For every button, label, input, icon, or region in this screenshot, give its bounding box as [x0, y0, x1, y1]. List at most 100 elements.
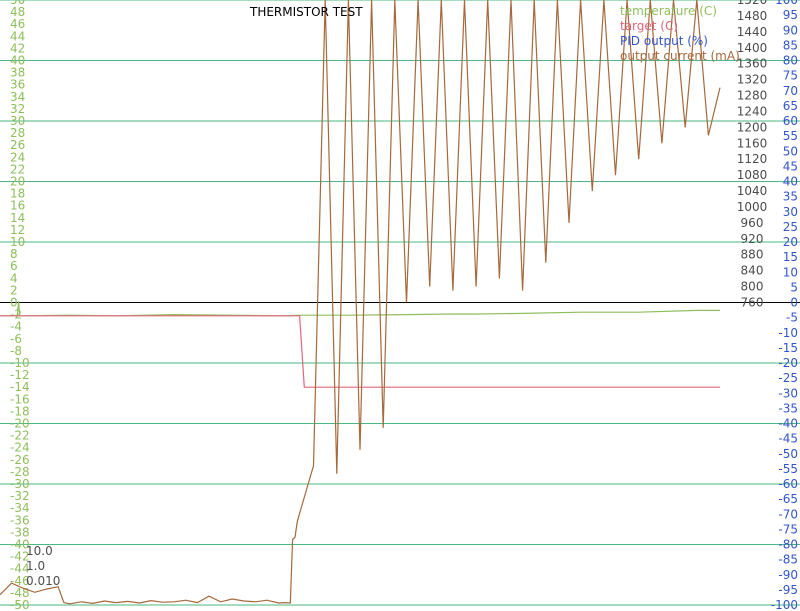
output-current-tick-label: 840	[741, 264, 764, 278]
output-current-line	[0, 0, 721, 605]
pid-output-tick-label: -85	[778, 553, 798, 567]
left-axis-tick-label: -12	[10, 368, 30, 382]
series-lines	[0, 0, 721, 605]
legend-pid-output: PID output (%)	[620, 34, 708, 48]
pid-output-axis-tick-labels: -100-95-90-85-80-75-70-65-60-55-50-45-40…	[771, 0, 798, 611]
pid-output-tick-label: -30	[778, 386, 798, 400]
left-axis-tick-label: -22	[10, 429, 30, 443]
left-axis-tick-label: 2	[10, 283, 18, 297]
pid-output-tick-label: -80	[778, 538, 798, 552]
left-axis-tick-label: -10	[10, 356, 30, 370]
output-current-tick-label: 1160	[737, 136, 768, 150]
left-axis-tick-label: 30	[10, 114, 25, 128]
left-axis-tick-label: -30	[10, 477, 30, 491]
left-axis-tick-label: -16	[10, 392, 30, 406]
pid-output-tick-label: -50	[778, 447, 798, 461]
output-current-tick-label: 1240	[737, 104, 768, 118]
pid-output-tick-label: -75	[778, 522, 798, 536]
left-axis-tick-label: -40	[10, 538, 30, 552]
pid-output-tick-label: -60	[778, 477, 798, 491]
pid-output-tick-label: 65	[783, 99, 798, 113]
left-axis-tick-label: -50	[10, 598, 30, 611]
pid-output-tick-label: 85	[783, 38, 798, 52]
output-current-tick-label: 960	[741, 216, 764, 230]
left-axis-tick-label: -20	[10, 417, 30, 431]
legend-output-current: output current (mA)	[620, 49, 740, 63]
left-axis-tick-label: 14	[10, 211, 25, 225]
output-current-axis-tick-labels: 760 800 840 880 920 960 1000 1040 1080 1120 1160 12…	[737, 0, 768, 310]
left-axis-tick-labels: -50-48-46-44-42-40-38-36-34-32-30-28-26-…	[10, 0, 30, 611]
pid-kp-value: 10.0	[26, 544, 53, 558]
left-axis-tick-label: 16	[10, 199, 25, 213]
output-current-tick-label: 760	[741, 296, 764, 310]
left-axis-tick-label: 0	[10, 296, 18, 310]
output-current-tick-label: 1280	[737, 89, 768, 103]
output-current-tick-label: 1200	[737, 120, 768, 134]
left-axis-tick-label: -38	[10, 525, 30, 539]
left-axis-tick-label: 38	[10, 66, 25, 80]
output-current-tick-label: 1040	[737, 184, 768, 198]
pid-output-tick-label: 50	[783, 144, 798, 158]
pid-output-tick-label: -10	[778, 326, 798, 340]
left-axis-tick-label: 44	[10, 29, 25, 43]
output-current-tick-label: 1080	[737, 168, 768, 182]
pid-output-tick-label: -55	[778, 462, 798, 476]
pid-output-tick-label: 40	[783, 175, 798, 189]
pid-output-tick-label: -90	[778, 568, 798, 582]
pid-output-tick-label: -45	[778, 432, 798, 446]
left-axis-tick-label: 18	[10, 187, 25, 201]
pid-output-tick-label: 75	[783, 69, 798, 83]
left-axis-tick-label: 46	[10, 17, 25, 31]
left-axis-tick-label: 42	[10, 41, 25, 55]
temperature-line	[0, 301, 720, 317]
left-axis-tick-label: 36	[10, 78, 25, 92]
legend-target: target (C)	[620, 19, 679, 33]
pid-output-tick-label: 20	[783, 235, 798, 249]
pid-output-tick-label: 60	[783, 114, 798, 128]
left-axis-tick-label: -6	[10, 332, 22, 346]
left-axis-tick-label: -18	[10, 404, 30, 418]
left-axis-tick-label: 8	[10, 247, 18, 261]
left-axis-tick-label: -4	[10, 320, 22, 334]
left-axis-tick-label: -34	[10, 501, 30, 515]
pid-output-tick-label: 45	[783, 159, 798, 173]
left-axis-tick-label: -8	[10, 344, 22, 358]
left-axis-tick-label: -2	[10, 308, 22, 322]
pid-output-tick-label: -35	[778, 401, 798, 415]
left-axis-tick-label: 10	[10, 235, 25, 249]
pid-output-tick-label: -100	[771, 598, 798, 611]
left-axis-tick-label: 40	[10, 54, 25, 68]
left-axis-tick-label: -48	[10, 586, 30, 600]
pid-output-tick-label: -95	[778, 583, 798, 597]
output-current-tick-label: 920	[741, 232, 764, 246]
left-axis-tick-label: -26	[10, 453, 30, 467]
pid-output-tick-label: 100	[775, 0, 798, 7]
pid-output-tick-label: 25	[783, 220, 798, 234]
output-current-tick-label: 800	[741, 280, 764, 294]
pid-output-tick-label: 70	[783, 84, 798, 98]
left-axis-tick-label: 26	[10, 138, 25, 152]
left-axis-tick-label: -28	[10, 465, 30, 479]
pid-output-tick-label: 15	[783, 250, 798, 264]
pid-output-tick-label: 80	[783, 54, 798, 68]
left-axis-tick-label: 4	[10, 271, 18, 285]
left-axis-tick-label: 12	[10, 223, 25, 237]
output-current-tick-label: 880	[741, 248, 764, 262]
left-axis-tick-label: -24	[10, 441, 30, 455]
left-axis-tick-label: 50	[10, 0, 25, 7]
output-current-tick-label: 1520	[737, 0, 768, 7]
pid-output-tick-label: 30	[783, 205, 798, 219]
pid-output-tick-label: 10	[783, 265, 798, 279]
left-axis-tick-label: -14	[10, 380, 30, 394]
output-current-tick-label: 1440	[737, 25, 768, 39]
left-axis-tick-label: -32	[10, 489, 30, 503]
output-current-tick-label: 1480	[737, 9, 768, 23]
pid-output-tick-label: 5	[790, 280, 798, 294]
pid-output-tick-label: 35	[783, 190, 798, 204]
left-axis-tick-label: 48	[10, 5, 25, 19]
pid-output-tick-label: 55	[783, 129, 798, 143]
pid-output-tick-label: -25	[778, 371, 798, 385]
pid-output-tick-label: -70	[778, 507, 798, 521]
